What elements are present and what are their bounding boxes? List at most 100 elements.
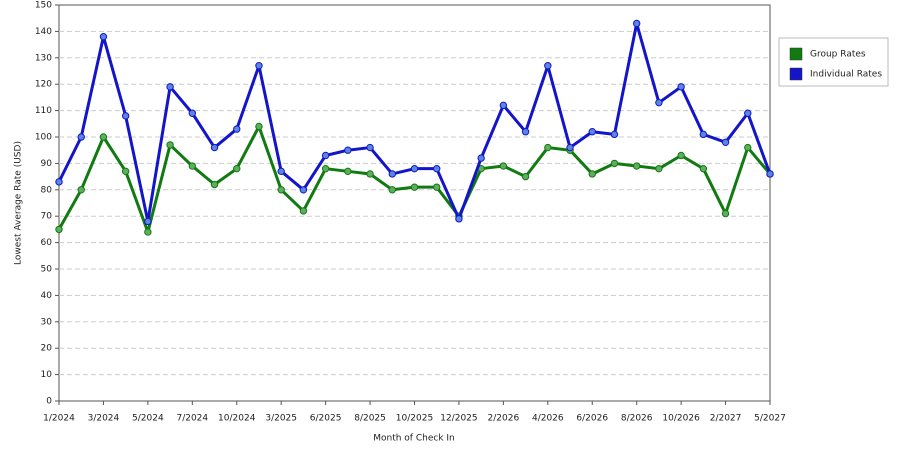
data-point: [655, 98, 663, 107]
y-tick-label: 60: [41, 238, 53, 248]
y-tick-label: 30: [41, 317, 53, 327]
data-point: [255, 62, 263, 70]
y-tick-label: 40: [41, 291, 53, 301]
data-point: [277, 186, 285, 194]
data-point: [433, 164, 441, 173]
y-tick-label: 0: [46, 397, 52, 407]
data-point: [744, 143, 752, 152]
legend-swatch: [789, 47, 803, 61]
data-point: [99, 133, 108, 141]
data-point: [366, 170, 374, 178]
data-point: [233, 125, 241, 133]
x-tick-label: 1/2024: [43, 414, 75, 424]
data-point: [766, 170, 774, 178]
data-point: [721, 138, 730, 146]
data-point: [210, 180, 219, 189]
data-point: [77, 186, 85, 194]
x-tick-label: 12/2025: [440, 414, 477, 424]
data-point: [499, 101, 508, 110]
x-tick-label: 7/2024: [176, 414, 208, 424]
data-point: [121, 167, 130, 176]
data-point: [433, 183, 441, 191]
data-point: [366, 143, 374, 152]
data-point: [588, 128, 596, 136]
data-point: [344, 167, 352, 176]
data-point: [77, 133, 85, 141]
data-point: [255, 122, 263, 131]
plot-area: [58, 4, 771, 402]
y-tick-label: 50: [41, 265, 53, 275]
data-point: [699, 130, 708, 139]
data-point: [299, 207, 308, 215]
data-point: [210, 143, 219, 152]
data-point: [388, 186, 396, 194]
legend-label: Individual Rates: [810, 70, 882, 80]
data-point: [410, 164, 419, 173]
data-point: [499, 162, 508, 170]
x-tick-label: 10/2025: [396, 414, 433, 424]
data-point: [677, 83, 685, 91]
data-point: [632, 162, 641, 170]
data-point: [321, 151, 330, 160]
x-tick-label: 10/2026: [662, 414, 700, 424]
x-tick-label: 2/2027: [710, 414, 742, 424]
data-point: [455, 215, 463, 223]
data-point: [477, 154, 485, 162]
x-tick-label: 6/2025: [310, 414, 342, 424]
legend-label: Group Rates: [810, 50, 866, 60]
x-tick-label: 8/2026: [621, 414, 653, 424]
data-point: [144, 217, 152, 226]
y-tick-label: 130: [35, 53, 52, 63]
x-tick-label: 10/2024: [218, 414, 256, 424]
x-tick-label: 3/2024: [88, 414, 120, 424]
y-tick-label: 90: [41, 159, 53, 169]
x-tick-label: 5/2027: [754, 414, 786, 424]
data-point: [166, 141, 174, 149]
y-tick-label: 150: [35, 1, 52, 11]
data-point: [344, 146, 352, 154]
data-point: [655, 164, 663, 173]
y-axis-label: Lowest Average Rate (USD): [14, 141, 24, 265]
data-point: [188, 162, 197, 170]
y-tick-label: 120: [35, 80, 52, 90]
x-axis-label: Month of Check In: [373, 434, 455, 444]
x-tick-label: 4/2026: [532, 414, 564, 424]
data-point: [721, 209, 730, 218]
data-point: [632, 19, 641, 28]
data-point: [610, 159, 619, 168]
data-point: [410, 183, 419, 191]
data-point: [144, 228, 152, 236]
x-tick-label: 8/2025: [354, 414, 386, 424]
x-tick-label: 3/2025: [265, 414, 297, 424]
y-tick-label: 20: [41, 344, 53, 354]
y-tick-label: 100: [35, 133, 52, 143]
data-point: [388, 170, 396, 178]
y-tick-label: 80: [41, 185, 53, 195]
x-tick-label: 6/2026: [576, 414, 608, 424]
data-point: [588, 170, 596, 178]
y-tick-label: 70: [41, 212, 53, 222]
y-tick-label: 140: [35, 27, 52, 37]
y-tick-label: 10: [41, 370, 53, 380]
data-point: [677, 151, 685, 160]
data-point: [321, 164, 330, 173]
data-point: [610, 130, 619, 139]
data-point: [299, 186, 308, 194]
data-point: [544, 62, 552, 70]
x-tick-label: 5/2024: [132, 414, 164, 424]
data-point: [55, 178, 63, 186]
x-tick-label: 2/2026: [488, 414, 520, 424]
data-point: [166, 83, 174, 91]
data-point: [699, 164, 708, 173]
data-point: [277, 167, 285, 176]
y-tick-label: 110: [35, 106, 52, 116]
data-point: [99, 32, 108, 41]
data-point: [121, 112, 130, 120]
data-point: [544, 143, 552, 152]
data-point: [566, 143, 574, 152]
data-point: [521, 128, 530, 136]
data-point: [521, 172, 530, 181]
data-point: [233, 164, 241, 173]
legend-swatch: [789, 67, 803, 81]
